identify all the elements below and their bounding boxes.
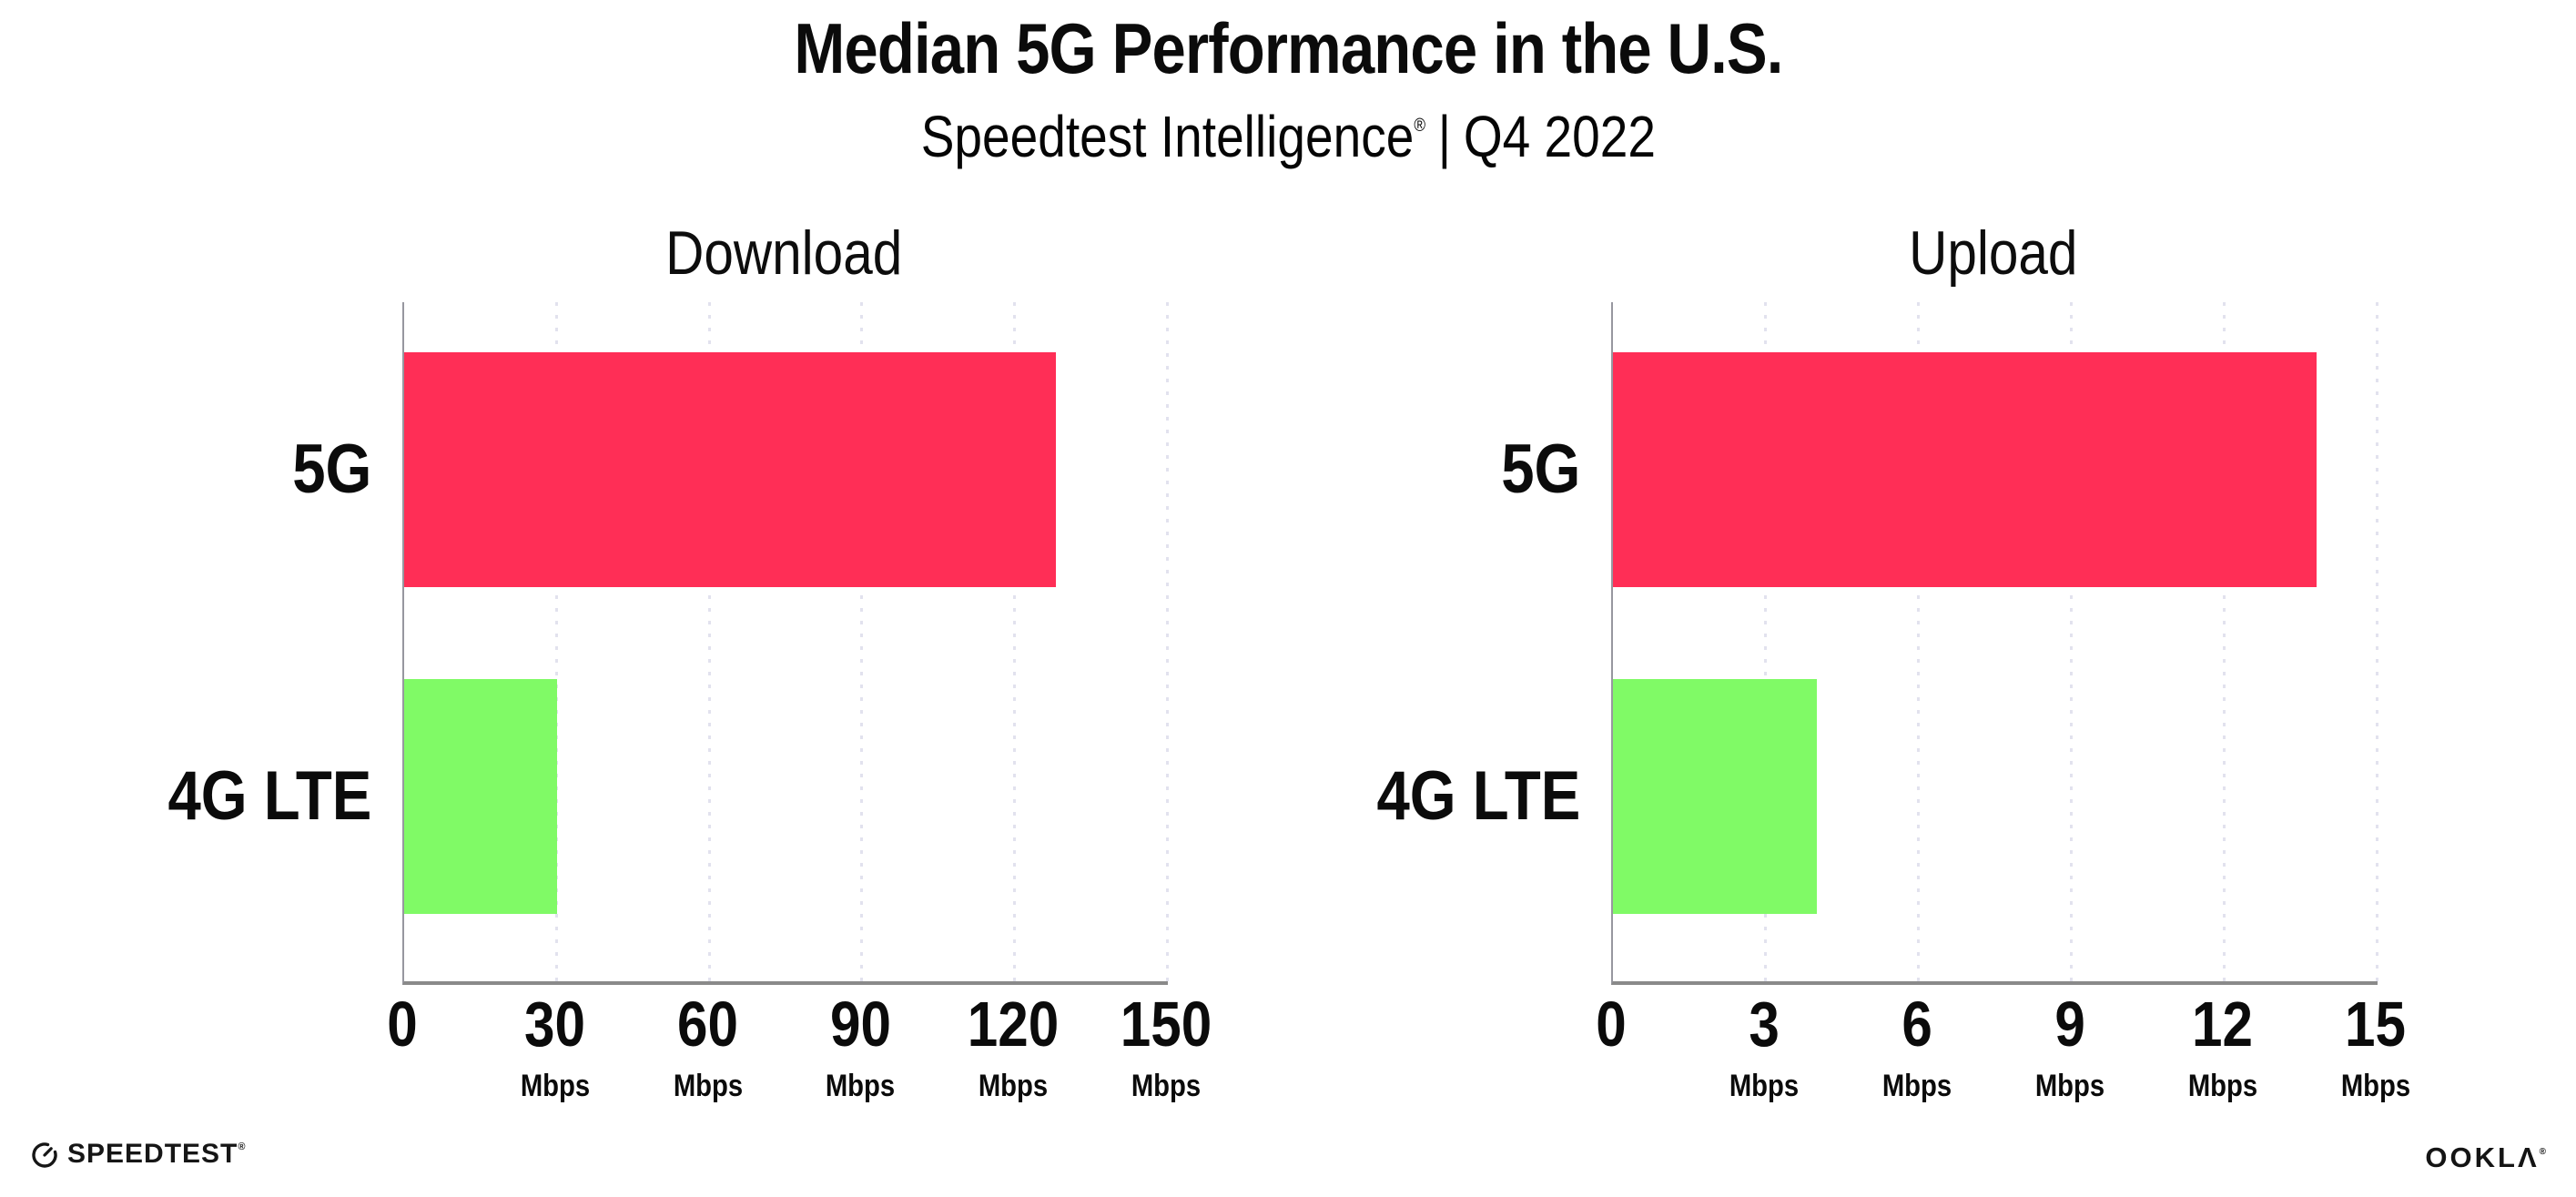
x-tick: 150 Mbps	[1113, 992, 1220, 1101]
download-category-label-5g: 5G	[279, 435, 371, 504]
download-5g-bar	[404, 352, 1056, 587]
gridline	[1166, 302, 1169, 981]
label-text: 4G LTE	[167, 757, 371, 835]
tick-value: 0	[387, 989, 418, 1060]
page-subtitle: Speedtest Intelligence® | Q4 2022	[0, 107, 2576, 166]
x-tick: 120 Mbps	[960, 992, 1067, 1101]
tick-value: 150	[1120, 989, 1212, 1060]
speedtest-wordmark-text: SPEEDTEST	[67, 1139, 238, 1169]
label-text: 5G	[291, 431, 371, 508]
tick-value: 120	[967, 989, 1060, 1060]
subtitle-brand: Speedtest Intelligence	[920, 104, 1414, 169]
tick-value: 6	[1902, 989, 1932, 1060]
tick-value: 90	[829, 989, 891, 1060]
tick-unit: Mbps	[1729, 1069, 1800, 1103]
tick-value: 15	[2345, 989, 2407, 1060]
upload-4g-lte-bar	[1613, 679, 1817, 914]
page-title: Median 5G Performance in the U.S.	[0, 13, 2576, 84]
x-tick: 60 Mbps	[667, 992, 748, 1101]
x-tick: 9 Mbps	[2030, 992, 2111, 1101]
tick-unit: Mbps	[2034, 1069, 2105, 1103]
upload-5g-bar	[1613, 352, 2317, 587]
tick-unit: Mbps	[1131, 1069, 1202, 1103]
tick-unit: Mbps	[2187, 1069, 2258, 1103]
ookla-wordmark-text: OOKL	[2425, 1141, 2518, 1173]
tick-value: 0	[1596, 989, 1627, 1060]
upload-category-label-4g-lte: 4G LTE	[1344, 762, 1580, 831]
tick-value: 30	[524, 989, 586, 1060]
tick-unit: Mbps	[673, 1069, 743, 1103]
download-plot-area: 5G 4G LTE	[167, 302, 1169, 985]
registered-mark: ®	[1413, 116, 1425, 136]
tick-unit: Mbps	[520, 1069, 590, 1103]
x-tick: 12 Mbps	[2183, 992, 2264, 1101]
upload-plot-area: 5G 4G LTE	[1376, 302, 2378, 985]
tick-value: 12	[2192, 989, 2254, 1060]
x-tick: 3 Mbps	[1724, 992, 1805, 1101]
gridline	[860, 302, 864, 981]
gridline	[1917, 302, 1920, 981]
x-tick: 30 Mbps	[514, 992, 595, 1101]
ookla-lambda-glyph: Λ	[2517, 1141, 2540, 1173]
download-category-label-4g-lte: 4G LTE	[135, 762, 371, 831]
x-tick: 15 Mbps	[2336, 992, 2417, 1101]
gridline	[2223, 302, 2226, 981]
tick-value: 3	[1749, 989, 1780, 1060]
upload-chart-title-text: Upload	[1909, 218, 2078, 288]
tick-unit: Mbps	[826, 1069, 896, 1103]
label-text: 5G	[1500, 431, 1580, 508]
x-tick: 90 Mbps	[820, 992, 901, 1101]
download-chart-title-text: Download	[665, 218, 903, 288]
x-tick: 0	[385, 992, 421, 1056]
upload-x-axis-ticks: 0 3 Mbps 6 Mbps 9 Mbps 12 Mbps 15 Mbps	[1596, 992, 2410, 1138]
subtitle-period: Q4 2022	[1463, 104, 1656, 169]
x-tick: 6 Mbps	[1877, 992, 1958, 1101]
page-subtitle-text: Speedtest Intelligence® | Q4 2022	[920, 107, 1655, 166]
page-title-text: Median 5G Performance in the U.S.	[793, 8, 1783, 88]
tick-unit: Mbps	[1881, 1069, 1952, 1103]
gridline	[1013, 302, 1017, 981]
subtitle-separator: |	[1437, 104, 1451, 169]
speedtest-gauge-icon	[30, 1140, 59, 1169]
tick-value: 60	[677, 989, 739, 1060]
speedtest-logo: SPEEDTEST®	[30, 1140, 246, 1169]
ookla-logo: OOKLΛ®	[2425, 1143, 2546, 1172]
gridline	[1764, 302, 1767, 981]
gridline	[2070, 302, 2073, 981]
tick-unit: Mbps	[2340, 1069, 2411, 1103]
tick-value: 9	[2054, 989, 2085, 1060]
label-text: 4G LTE	[1376, 757, 1580, 835]
ookla-registered-mark: ®	[2539, 1147, 2546, 1157]
x-tick: 0	[1594, 992, 1629, 1056]
gridline	[2376, 302, 2378, 981]
upload-category-label-5g: 5G	[1488, 435, 1580, 504]
tick-unit: Mbps	[979, 1069, 1049, 1103]
gridline	[707, 302, 711, 981]
download-chart-title: Download	[402, 222, 1166, 284]
download-x-axis-ticks: 0 30 Mbps 60 Mbps 90 Mbps 120 Mbps 150 M…	[387, 992, 1212, 1138]
gridline	[554, 302, 558, 981]
upload-chart-title: Upload	[1611, 222, 2376, 284]
speedtest-wordmark: SPEEDTEST®	[67, 1141, 246, 1168]
download-4g-lte-bar	[404, 679, 557, 914]
speedtest-registered-mark: ®	[238, 1141, 247, 1152]
